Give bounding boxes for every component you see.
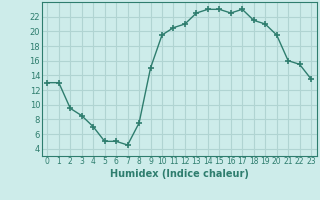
X-axis label: Humidex (Indice chaleur): Humidex (Indice chaleur)	[110, 169, 249, 179]
